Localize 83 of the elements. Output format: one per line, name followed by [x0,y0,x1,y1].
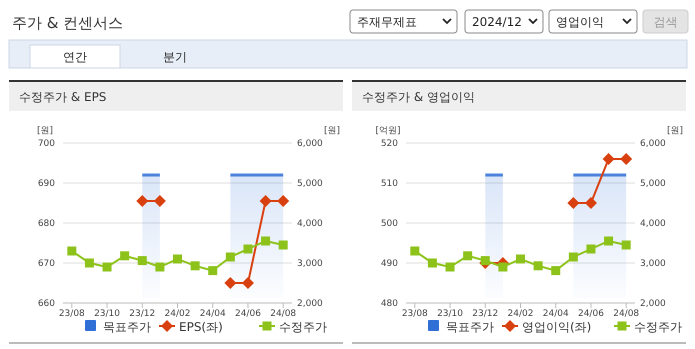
x-tick-label: 24/06 [234,309,262,319]
chart-title: 수정주가 & EPS [19,90,106,104]
x-tick-label: 23/10 [94,309,120,319]
point [278,240,288,250]
text: 연간 [63,50,87,64]
y-tick-label: 700 [38,139,56,149]
y-tick-label: 490 [380,259,398,269]
y2-tick-label: 2,000 [297,299,324,309]
point [446,262,455,272]
text: 영업이익 [556,15,604,29]
chart-title: 수정주가 & 영업이익 [362,90,475,104]
y2-tick-label: 6,000 [297,139,324,149]
point [604,236,614,246]
point [534,261,543,270]
point [498,262,508,272]
y2-tick-label: 6,000 [640,139,666,149]
point [138,256,147,266]
point [568,252,578,262]
y-tick-label: 680 [38,219,56,229]
y2-tick-label: 5,000 [640,179,666,189]
point [551,266,560,276]
x-tick-label: 23/08 [402,309,428,319]
x-tick-label: 23/08 [58,309,86,319]
y-tick-label: 660 [38,299,56,309]
legend-label: 수정주가 [634,320,682,334]
x-tick-label: 24/04 [542,309,569,319]
point [620,153,632,165]
point [84,258,94,268]
point [516,254,525,264]
point [410,246,420,256]
x-tick-label: 24/06 [578,309,604,319]
x-tick-label: 24/08 [613,309,640,319]
y-tick-label: 480 [380,299,398,309]
point [190,261,200,270]
text: 분기 [163,50,187,64]
x-tick-label: 23/12 [129,309,156,319]
point [428,258,437,268]
legend-label: 수정주가 [279,320,327,334]
y2-axis-title: [원] [666,126,684,136]
y2-tick-label: 2,000 [640,299,666,309]
y-axis-title: [원] [36,126,54,136]
point [155,262,164,272]
point [120,251,130,260]
point [261,236,270,246]
point [208,266,218,276]
y2-tick-label: 4,000 [640,219,666,229]
point [584,197,597,209]
x-tick-label: 24/08 [270,309,296,319]
point [243,244,252,254]
text: 2024/12 [472,15,522,29]
y-tick-label: 690 [38,179,56,189]
y-tick-label: 510 [380,179,398,189]
y2-tick-label: 3,000 [297,259,324,269]
legend-label: 목표주가 [446,320,494,334]
y-axis-title: [억원] [375,126,401,136]
x-tick-label: 23/12 [472,309,498,319]
x-tick-label: 24/02 [164,309,190,319]
point [622,240,631,250]
point [226,252,235,262]
text: 주재무제표 [357,15,417,29]
text: 검색 [654,15,678,29]
legend-label: EPS(좌) [179,320,223,334]
x-tick-label: 23/10 [437,309,464,319]
legend-label: 목표주가 [103,320,151,334]
legend-label: 영업이익(좌) [522,320,592,334]
point [480,256,490,266]
y2-axis-title: [원] [324,126,340,136]
x-tick-label: 24/02 [508,309,534,319]
point [67,246,76,256]
point [586,244,596,254]
y2-tick-label: 4,000 [297,219,324,229]
y-tick-label: 500 [380,219,398,229]
point [567,197,580,209]
point [463,251,472,260]
x-tick-label: 24/04 [200,309,226,319]
y2-tick-label: 5,000 [297,179,324,189]
point [173,254,182,264]
point [602,153,615,165]
y-tick-label: 670 [38,259,56,269]
y-tick-label: 520 [380,139,398,149]
text: 주가 & 컨센서스 [12,14,124,32]
point [102,262,112,272]
y2-tick-label: 3,000 [640,259,666,269]
